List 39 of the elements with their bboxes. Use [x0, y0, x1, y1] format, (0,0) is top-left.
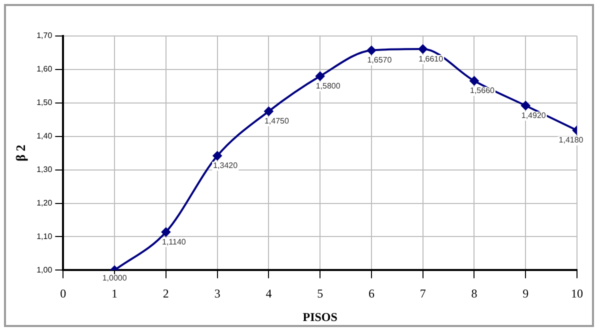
y-tick-label: 1,50 [36, 98, 53, 108]
x-tick-label: 0 [60, 286, 66, 301]
data-label: 1,4180 [558, 136, 584, 145]
y-axis-title: β 2 [13, 144, 28, 162]
data-label: 1,6570 [367, 56, 392, 65]
point [212, 151, 222, 160]
point [521, 101, 530, 110]
point [161, 228, 170, 237]
y-tick-label: 1,10 [36, 232, 53, 241]
y-tick-label: 1,00 [36, 265, 53, 274]
x-tick-label: 7 [420, 286, 426, 301]
point [470, 76, 479, 86]
data-label: 1,0000 [102, 273, 128, 282]
y-tick-label: 1,40 [36, 132, 53, 141]
x-tick-label: 9 [522, 286, 529, 301]
y-tick-label: 1,70 [36, 31, 53, 40]
y-tick-label: 1,20 [36, 198, 53, 208]
x-tick-label: 6 [368, 286, 374, 301]
x-tick-label: 5 [317, 286, 324, 301]
data-label: 1,6610 [418, 54, 444, 64]
x-axis-title: PISOS [302, 310, 338, 324]
x-tick-label: 4 [266, 286, 272, 301]
point [316, 72, 325, 81]
x-tick-label: 2 [162, 286, 169, 301]
data-label: 1,1140 [162, 237, 186, 246]
point [264, 106, 274, 116]
y-tick-label: 1,30 [36, 165, 53, 174]
x-tick-label: 8 [471, 286, 478, 301]
point [366, 46, 376, 55]
x-tick-label: 10 [571, 286, 583, 301]
x-tick-label: 1 [112, 286, 118, 301]
y-tick-label: 1,60 [36, 64, 53, 74]
data-label: 1,4750 [264, 116, 290, 126]
data-label: 1,5660 [470, 86, 496, 96]
data-label: 1,4920 [521, 110, 546, 120]
x-tick-label: 3 [214, 286, 220, 301]
data-label: 1,5800 [316, 81, 341, 90]
point [418, 44, 428, 54]
data-label: 1,3420 [213, 160, 238, 170]
